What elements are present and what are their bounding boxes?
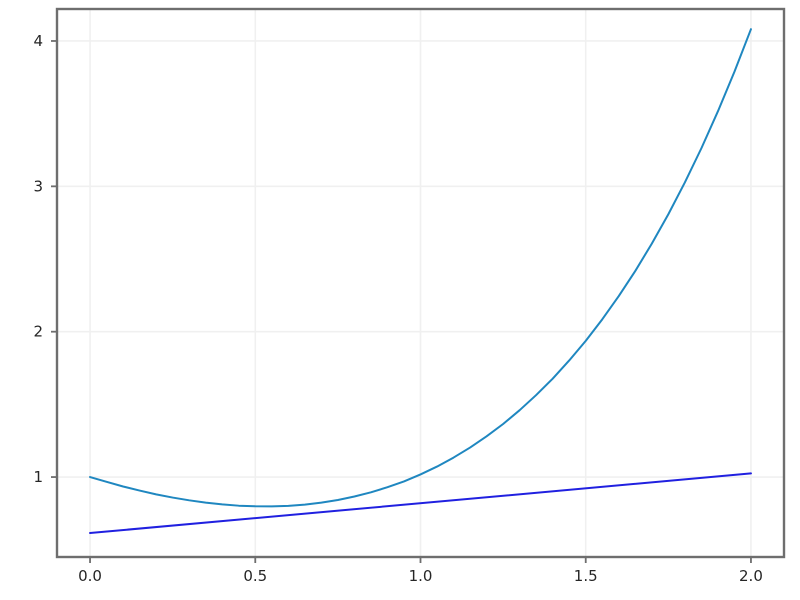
tick-labels: 0.0 0.5 1.0 1.5 2.0 1 2 3 4 <box>33 32 762 585</box>
ytick-label: 4 <box>33 32 43 50</box>
xtick-label: 1.0 <box>409 567 433 585</box>
series-line-blue <box>89 472 752 535</box>
data-series-group <box>89 28 752 535</box>
xtick-label: 0.0 <box>78 567 102 585</box>
xtick-label: 0.5 <box>243 567 267 585</box>
tick-marks <box>51 40 752 563</box>
series-curve-teal <box>89 28 752 508</box>
grid-lines <box>57 9 784 557</box>
ytick-label: 3 <box>33 177 43 195</box>
ytick-label: 1 <box>33 468 43 486</box>
xtick-label: 2.0 <box>739 567 763 585</box>
xtick-label: 1.5 <box>574 567 598 585</box>
ytick-label: 2 <box>33 323 43 341</box>
